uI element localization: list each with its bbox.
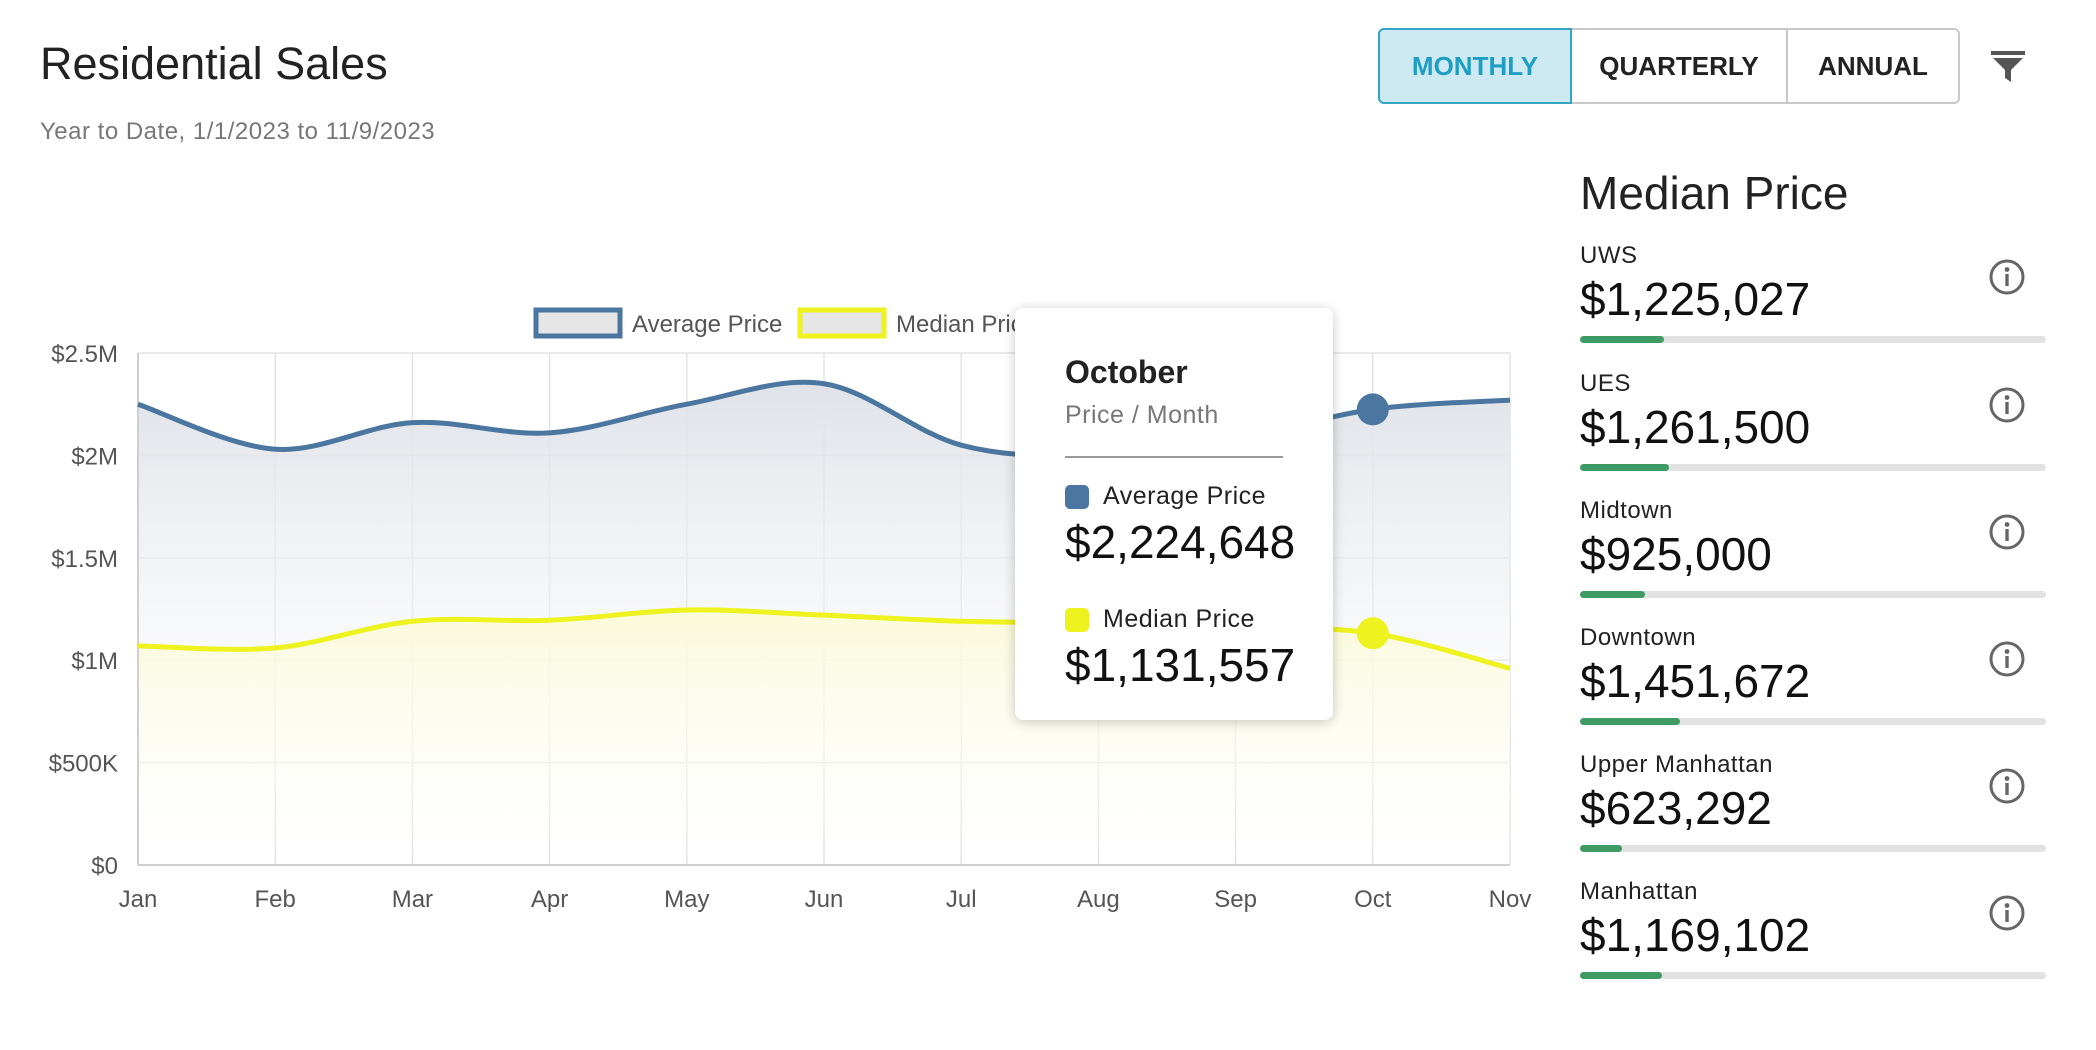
y-tick-label: $2.5M (51, 341, 118, 368)
metric-label: UES (1580, 370, 1631, 397)
x-tick-label: Mar (392, 886, 433, 913)
tooltip-average-label: Average Price (1103, 482, 1267, 510)
tooltip-median-value: $1,131,557 (1065, 639, 1296, 691)
metric-progress-fill (1580, 972, 1662, 979)
tooltip-item-average: Average Price (1065, 482, 1283, 511)
quarterly-button[interactable]: QUARTERLY (1570, 28, 1788, 104)
median-price-panel: Median Price (1580, 166, 2046, 220)
metric-label: Downtown (1580, 624, 1697, 651)
filter-funnel-icon[interactable] (1988, 46, 2028, 86)
metric-value: $623,292 (1580, 782, 1772, 834)
y-tick-label: $2M (71, 443, 118, 470)
metric-label: Manhattan (1580, 878, 1698, 905)
highlight-points (1356, 393, 1389, 650)
metric-progress-fill (1580, 464, 1669, 471)
x-tick-label: Nov (1489, 886, 1532, 913)
metric-label: Midtown (1580, 497, 1673, 524)
metric-value: $925,000 (1580, 528, 1772, 580)
metric-row: UES $1,261,500 (1580, 370, 2046, 480)
data-point[interactable] (1356, 393, 1389, 426)
x-tick-label: Jun (805, 886, 844, 913)
legend-label[interactable]: Average Price (632, 311, 782, 338)
metric-progress-fill (1580, 336, 1664, 343)
x-tick-label: May (664, 886, 709, 913)
metric-progress-fill (1580, 845, 1622, 852)
axes: $0 $500K $1M $1.5M $2M $2.5M Jan Feb Mar Apr May Ju… (49, 341, 1532, 913)
median-price-swatch (1065, 607, 1089, 632)
tooltip-item-median: Median Price (1065, 605, 1283, 634)
info-icon[interactable] (1988, 258, 2026, 296)
metric-progress-track (1580, 464, 2046, 471)
metric-row: Midtown $925,000 (1580, 497, 2046, 607)
metric-progress-track (1580, 972, 2046, 979)
info-icon[interactable] (1988, 640, 2026, 678)
tooltip-subtitle: Price / Month (1065, 401, 1219, 429)
metric-progress-fill (1580, 591, 1646, 598)
metric-value: $1,225,027 (1580, 273, 1811, 325)
x-tick-label: Oct (1354, 886, 1392, 913)
info-icon[interactable] (1988, 513, 2026, 551)
chart-legend: Average Price Median Price (533, 307, 1036, 339)
legend-swatch (797, 307, 887, 339)
metric-progress-track (1580, 718, 2046, 725)
annual-button[interactable]: ANNUAL (1786, 28, 1960, 104)
date-range-subtitle: Year to Date, 1/1/2023 to 11/9/2023 (40, 118, 436, 145)
metric-label: UWS (1580, 242, 1638, 269)
metric-progress-track (1580, 591, 2046, 598)
data-point[interactable] (1356, 617, 1389, 650)
metric-value: $1,451,672 (1580, 655, 1811, 707)
tooltip-month: October (1065, 354, 1188, 390)
x-tick-label: Aug (1077, 886, 1120, 913)
x-tick-label: Jul (946, 886, 977, 913)
metric-row: Upper Manhattan $623,292 (1580, 751, 2046, 861)
period-toggle-group: MONTHLY QUARTERLY ANNUAL (1378, 28, 1960, 104)
tooltip-median-label: Median Price (1103, 605, 1255, 633)
y-tick-label: $1M (71, 648, 118, 675)
monthly-button[interactable]: MONTHLY (1378, 28, 1572, 104)
metric-row: Manhattan $1,169,102 (1580, 878, 2046, 988)
info-icon[interactable] (1988, 894, 2026, 932)
y-tick-label: $1.5M (51, 546, 118, 573)
tooltip-divider (1065, 456, 1283, 458)
info-icon[interactable] (1988, 386, 2026, 424)
metric-row: UWS $1,225,027 (1580, 242, 2046, 352)
average-price-swatch (1065, 484, 1089, 509)
metric-progress-track (1580, 845, 2046, 852)
metric-row: Downtown $1,451,672 (1580, 624, 2046, 734)
metric-progress-track (1580, 336, 2046, 343)
tooltip-average-value: $2,224,648 (1065, 516, 1296, 568)
info-icon[interactable] (1988, 767, 2026, 805)
page-title: Residential Sales (40, 38, 388, 89)
y-tick-label: $0 (91, 853, 118, 880)
x-tick-label: Feb (255, 886, 296, 913)
metric-value: $1,261,500 (1580, 401, 1811, 453)
x-tick-label: Sep (1214, 886, 1257, 913)
y-tick-label: $500K (49, 751, 118, 778)
metric-label: Upper Manhattan (1580, 751, 1773, 778)
legend-label[interactable]: Median Price (896, 311, 1036, 338)
metric-progress-fill (1580, 718, 1681, 725)
metric-value: $1,169,102 (1580, 909, 1811, 961)
chart-tooltip: October Price / Month Average Price $2,2… (1015, 308, 1333, 720)
x-tick-label: Apr (531, 886, 568, 913)
panel-title: Median Price (1580, 167, 1849, 219)
legend-swatch (533, 307, 623, 339)
x-tick-label: Jan (119, 886, 158, 913)
